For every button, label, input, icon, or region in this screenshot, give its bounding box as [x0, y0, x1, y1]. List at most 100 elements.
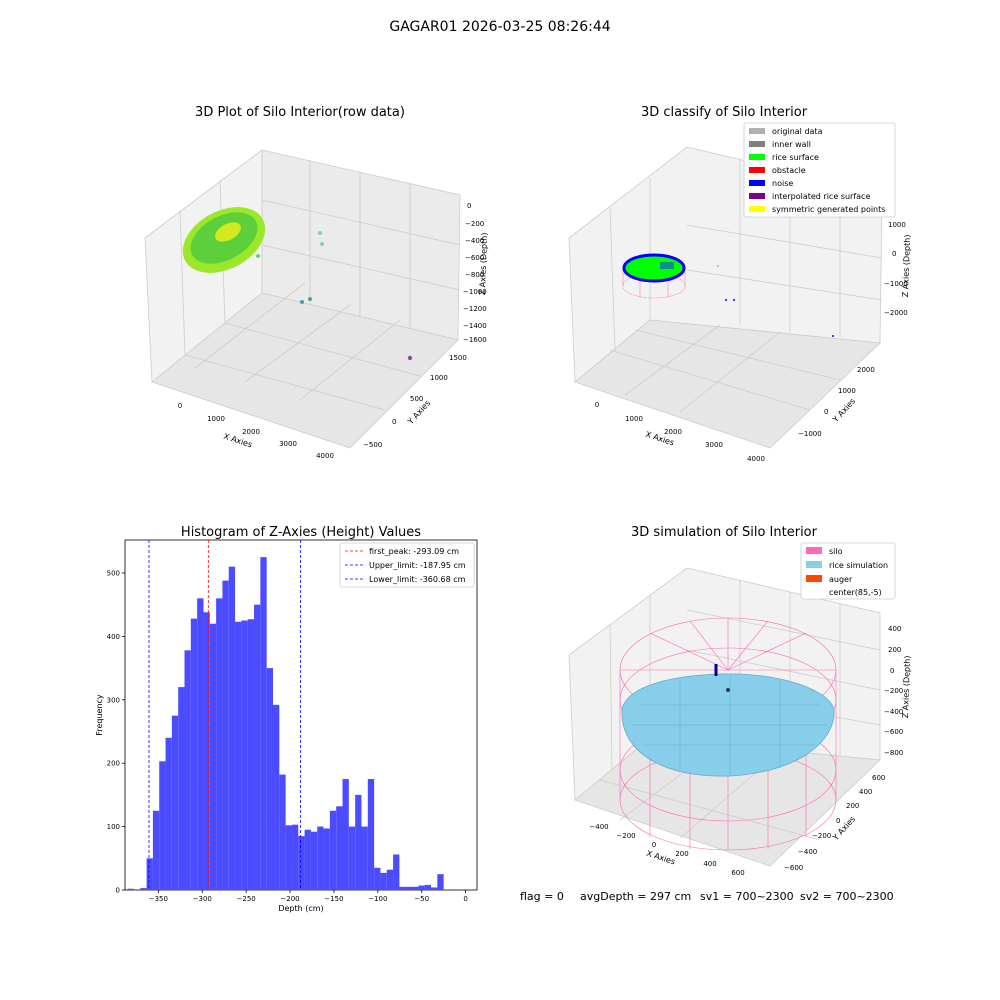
classify-legend: original data inner wall rice surface ob…	[743, 122, 896, 218]
classify-y-tick: 1000	[838, 387, 856, 395]
histogram-panel: Histogram of Z-Axies (Height) Values −35…	[95, 525, 478, 913]
histogram-bar	[329, 810, 337, 890]
raw-grid	[194, 282, 306, 369]
raw-point	[300, 300, 304, 304]
silo-spoke	[689, 620, 729, 671]
simulation-z-ticks: 400 200 0 −200 −400 −600 −800	[884, 625, 903, 757]
histogram-bar	[298, 836, 305, 890]
classify-legend-swatch	[749, 193, 765, 199]
silo-spoke	[727, 632, 807, 671]
histogram-y-tick: 500	[107, 569, 120, 577]
histogram-bar	[336, 806, 343, 890]
classify-legend-label: symmetric generated points	[772, 205, 885, 214]
histogram-bar	[159, 761, 166, 890]
status-flag: flag = 0	[520, 890, 564, 903]
raw-3d-box	[144, 149, 461, 449]
raw-x-tick: 1000	[207, 415, 225, 423]
histogram-bar	[399, 886, 406, 890]
histogram-bar	[317, 826, 324, 890]
status-sv2: sv2 = 700~2300	[800, 890, 894, 903]
classify-x-tick: 2000	[664, 428, 682, 436]
simulation-legend-swatch	[806, 561, 822, 568]
histogram-bar	[393, 854, 400, 890]
histogram-x-tick: −50	[414, 895, 429, 903]
simulation-y-label: Y Axies	[830, 815, 857, 843]
classify-grid	[686, 269, 883, 301]
histogram-y-tick: 100	[107, 823, 120, 831]
classify-grid	[679, 331, 781, 413]
histogram-legend-label: Lower_limit: -360.68 cm	[369, 575, 466, 584]
simulation-x-tick: 400	[703, 860, 716, 868]
histogram-bar	[140, 888, 147, 890]
classify-grid	[624, 324, 721, 396]
classify-noise-point	[725, 299, 727, 301]
simulation-rice-mesh	[632, 676, 828, 776]
histogram-y-ticks: 0 100 200 300 400 500	[107, 569, 125, 895]
histogram-bar	[361, 826, 368, 890]
classify-legend-swatch	[749, 167, 765, 173]
raw-z-tick: −600	[465, 254, 484, 262]
histogram-bar	[266, 668, 273, 890]
classify-rice-surface	[622, 253, 686, 283]
histogram-bar	[165, 737, 172, 890]
simulation-y-tick: 0	[836, 817, 840, 825]
histogram-bars	[127, 557, 444, 890]
classify-y-tick: 0	[824, 408, 828, 416]
simulation-x-tick: 0	[652, 841, 656, 849]
classify-legend-label: obstacle	[772, 166, 806, 175]
simulation-z-tick: −600	[884, 728, 903, 736]
histogram-bar	[374, 867, 381, 890]
classify-legend-label: rice surface	[772, 153, 819, 162]
raw-grid	[179, 209, 186, 356]
raw-x-tick: 2000	[242, 428, 260, 436]
classify-y-label: Y Axies	[830, 397, 857, 425]
histogram-bar	[222, 580, 229, 890]
classify-point-cloud	[622, 253, 834, 337]
classify-x-tick: 1000	[625, 415, 643, 423]
histogram-y-tick: 300	[107, 696, 120, 704]
histogram-bar	[323, 828, 330, 890]
raw-z-tick: −1000	[463, 288, 487, 296]
raw-y-tick: 500	[410, 395, 423, 403]
simulation-z-tick: 400	[888, 625, 901, 633]
raw-point	[320, 242, 324, 246]
histogram-bar	[152, 810, 160, 890]
raw-grid	[224, 322, 421, 377]
raw-x-tick: 0	[178, 402, 182, 410]
histogram-x-tick: −100	[368, 895, 387, 903]
simulation-y-tick: −600	[784, 864, 803, 872]
simulation-z-tick: 0	[890, 667, 894, 675]
histogram-bar	[279, 774, 286, 890]
simulation-grid	[609, 624, 613, 771]
histogram-x-ticks: −350 −300 −250 −200 −150 −100 −50 0	[149, 890, 468, 903]
raw-point-cloud	[182, 207, 413, 361]
histogram-x-tick: −350	[149, 895, 168, 903]
simulation-x-ticks: −400 −200 0 200 400 600	[589, 823, 744, 877]
simulation-center-marker	[726, 688, 730, 692]
classify-3d-panel: 3D classify of Silo Interior	[568, 105, 912, 463]
classify-z-ticks: 1000 0 −1000 −2000	[884, 221, 908, 317]
status-line: flag = 0 avgDepth = 297 cm sv1 = 700~230…	[520, 890, 894, 903]
raw-grid	[261, 244, 461, 291]
histogram-bar	[412, 886, 419, 890]
histogram-y-tick: 200	[107, 760, 120, 768]
classify-z-tick: 0	[892, 250, 896, 258]
raw-z-tick: −1600	[463, 336, 487, 344]
raw-point	[256, 254, 260, 258]
histogram-bar	[386, 869, 394, 890]
histogram-bar	[235, 621, 242, 890]
raw-y-tick: 1000	[430, 374, 448, 382]
simulation-legend-box	[800, 542, 896, 600]
simulation-x-tick: −200	[616, 832, 635, 840]
raw-z-tick: −800	[465, 271, 484, 279]
histogram-bar	[203, 612, 210, 890]
histogram-y-tick: 400	[107, 633, 120, 641]
classify-z-tick: 1000	[888, 221, 906, 229]
histogram-bar	[380, 872, 387, 890]
simulation-z-label: Z Axies (Depth)	[901, 655, 912, 718]
histogram-bar	[424, 884, 432, 890]
histogram-bar	[367, 779, 375, 890]
histogram-bar	[260, 557, 267, 890]
simulation-x-tick: −400	[589, 823, 608, 831]
